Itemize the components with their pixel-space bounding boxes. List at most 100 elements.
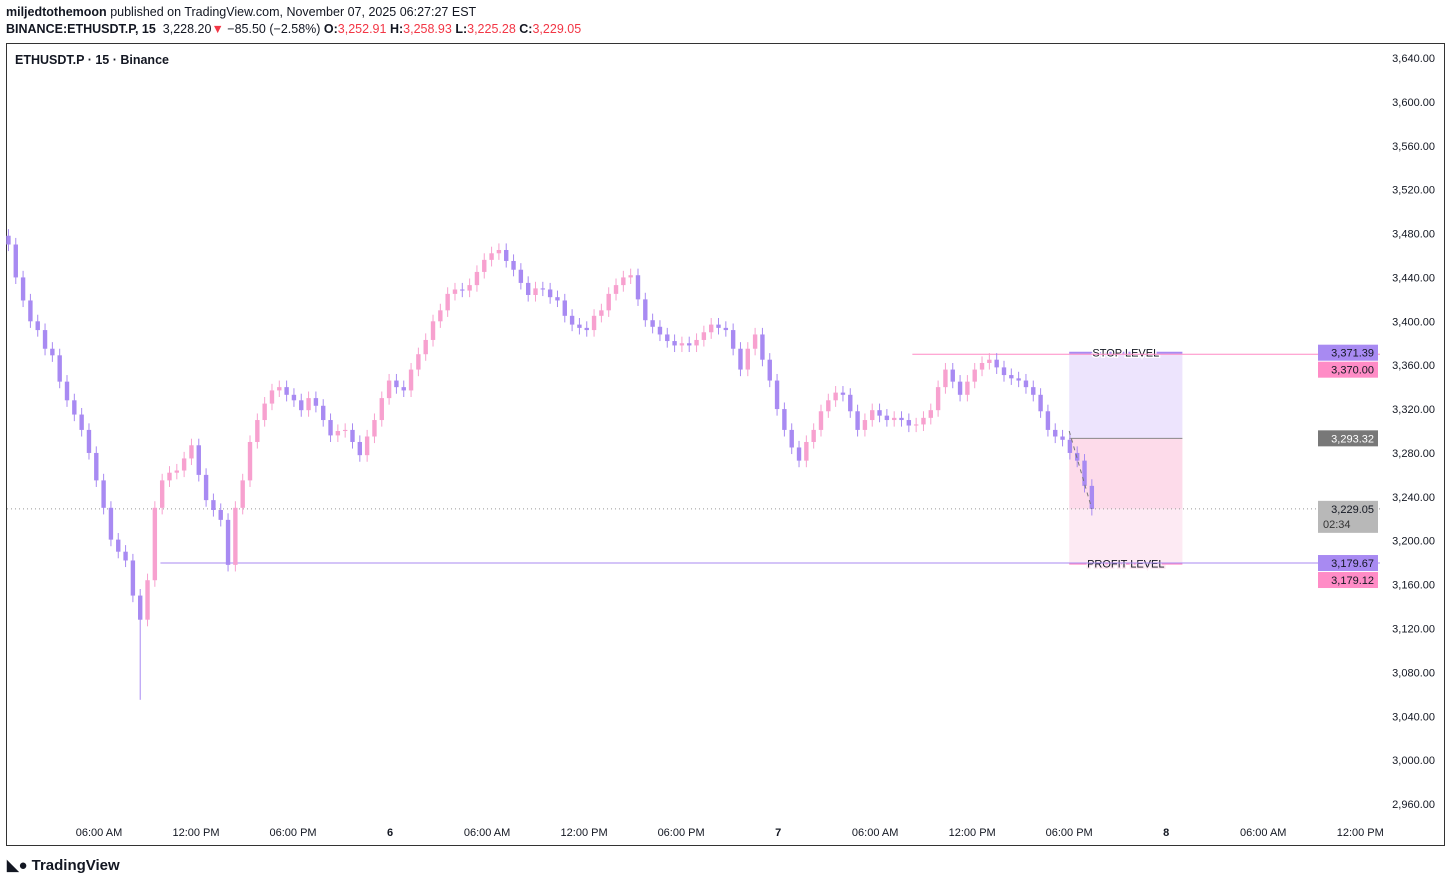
l-label: L: xyxy=(455,22,468,36)
y-tick-label: 3,480.00 xyxy=(1392,229,1435,241)
y-tick-label: 3,600.00 xyxy=(1392,97,1435,109)
candle-body xyxy=(6,235,11,245)
chart-frame[interactable] xyxy=(6,43,1445,846)
profit-level-label: PROFIT LEVEL xyxy=(1087,559,1164,571)
candle-body xyxy=(255,420,260,442)
candle-body xyxy=(1023,380,1029,388)
candle-body xyxy=(723,327,729,331)
candle-body xyxy=(891,417,897,421)
candle-body xyxy=(116,539,121,552)
candle-body xyxy=(950,369,955,382)
x-tick-label: 12:00 PM xyxy=(1337,827,1384,839)
candle-body xyxy=(1089,485,1095,509)
y-tick-label: 3,160.00 xyxy=(1392,580,1435,592)
candle-body xyxy=(913,424,919,426)
candle-body xyxy=(862,420,868,430)
candle-body xyxy=(796,447,802,461)
price-label-bg xyxy=(1318,555,1378,572)
price-label: 3,229.05 xyxy=(1331,504,1374,516)
candle-body xyxy=(877,410,882,416)
x-tick-label: 8 xyxy=(1163,827,1169,839)
candle-body xyxy=(416,354,421,370)
candle-body xyxy=(1016,378,1021,381)
candle-body xyxy=(35,321,40,331)
x-tick-label: 06:00 AM xyxy=(852,827,898,839)
candle-body xyxy=(1031,387,1036,395)
stop-level-label: STOP LEVEL xyxy=(1092,348,1159,360)
candle-body xyxy=(138,595,143,620)
candle-body xyxy=(643,299,648,321)
candle-body xyxy=(445,293,450,311)
candle-body xyxy=(657,326,663,335)
candle-body xyxy=(511,260,516,270)
candle-body xyxy=(730,330,736,349)
price-label-bg xyxy=(1318,500,1378,533)
candle-body xyxy=(452,289,458,294)
candle-body xyxy=(518,269,524,283)
author[interactable]: miljedtothemoon xyxy=(6,5,107,19)
candle-body xyxy=(430,321,436,340)
candle-body xyxy=(269,390,275,404)
y-tick-label: 3,400.00 xyxy=(1392,316,1435,328)
candle-body xyxy=(284,387,289,395)
candle-body xyxy=(467,285,472,291)
candle-body xyxy=(635,275,641,300)
candle-body xyxy=(203,474,209,501)
y-tick-label: 3,040.00 xyxy=(1392,711,1435,723)
candle-body xyxy=(123,551,128,561)
candle-body xyxy=(935,387,941,411)
candle-body xyxy=(774,380,780,410)
o-label: O: xyxy=(323,22,338,36)
candle-body xyxy=(928,410,933,418)
candle-body xyxy=(218,510,223,520)
candle-body xyxy=(562,300,567,316)
candle-body xyxy=(1009,375,1014,379)
c-label: C: xyxy=(519,22,533,36)
candle-body xyxy=(130,560,136,596)
candle-body xyxy=(145,580,150,620)
candle-body xyxy=(994,359,999,368)
tv-logo-icon: ◣● xyxy=(7,857,28,874)
candle-body xyxy=(94,452,99,481)
candle-body xyxy=(701,332,707,340)
price-label-bg xyxy=(1318,572,1378,589)
candle-body xyxy=(328,420,333,436)
price-label: 3,370.00 xyxy=(1331,365,1374,377)
x-tick-label: 06:00 PM xyxy=(269,827,316,839)
candle-body xyxy=(650,320,655,327)
candle-body xyxy=(987,359,992,363)
candle-body xyxy=(694,339,699,346)
publish-info: miljedtothemoon published on TradingView… xyxy=(6,5,476,19)
candle-body xyxy=(1060,436,1065,440)
candle-body xyxy=(247,441,253,481)
last-price: 3,228.20 xyxy=(162,22,212,36)
y-tick-label: 3,240.00 xyxy=(1392,492,1435,504)
candle-body xyxy=(86,429,92,453)
chart-legend: ETHUSDT.P · 15 · Binance xyxy=(15,53,169,67)
candle-body xyxy=(262,403,267,421)
candle-body xyxy=(408,369,414,391)
tradingview-logo[interactable]: ◣● TradingView xyxy=(7,856,120,875)
candle-body xyxy=(167,472,172,481)
candle-body xyxy=(767,359,772,381)
x-tick-label: 06:00 PM xyxy=(658,827,705,839)
candle-body xyxy=(152,507,158,581)
candle-body xyxy=(321,405,326,421)
x-tick-label: 12:00 PM xyxy=(949,827,996,839)
candle-body xyxy=(899,417,904,421)
publish-text: published on TradingView.com, November 0… xyxy=(110,5,477,19)
candle-body xyxy=(357,441,363,456)
y-tick-label: 2,960.00 xyxy=(1392,799,1435,811)
candle-body xyxy=(291,394,297,401)
price-label-bg xyxy=(1318,430,1378,447)
candle-body xyxy=(782,409,787,430)
candle-body xyxy=(884,415,890,421)
candle-body xyxy=(233,507,238,565)
candle-body xyxy=(855,411,860,430)
y-tick-label: 3,520.00 xyxy=(1392,185,1435,197)
candle-body xyxy=(101,480,106,508)
candle-body xyxy=(342,429,348,432)
candle-body xyxy=(364,436,370,456)
candle-body xyxy=(525,282,531,295)
